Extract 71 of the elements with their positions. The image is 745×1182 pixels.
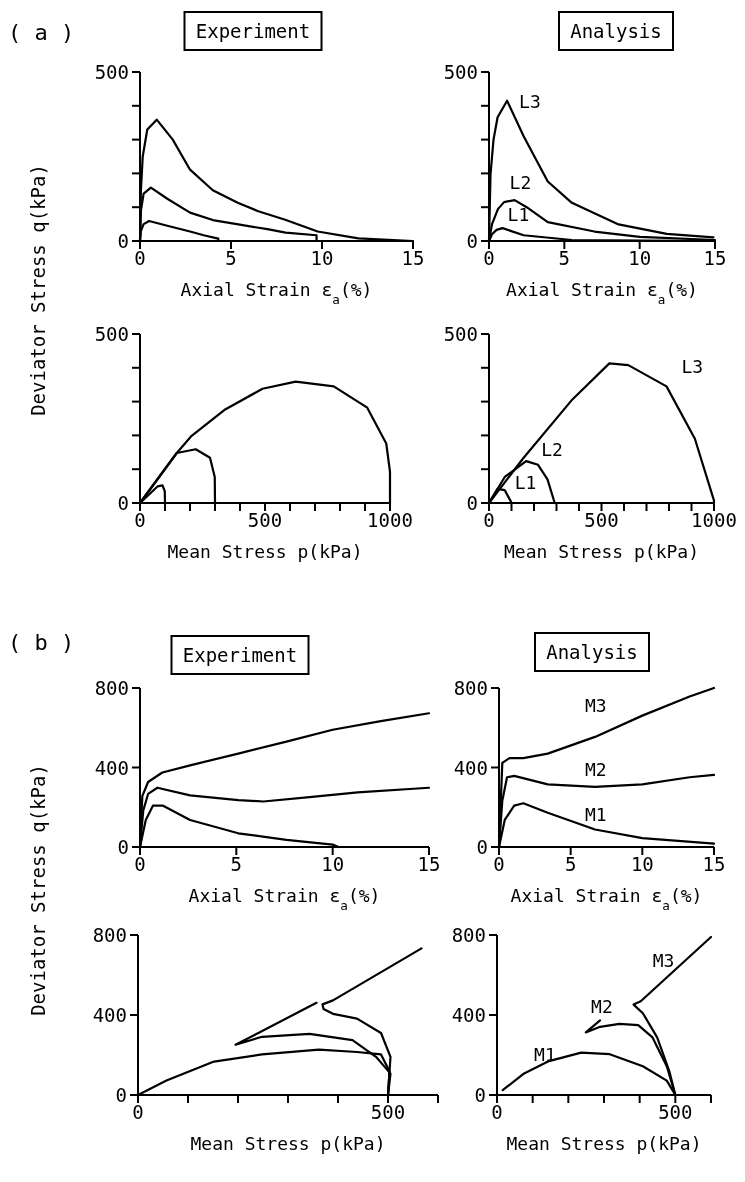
chart-title: Experiment: [182, 644, 298, 666]
chart-title: Analysis: [546, 641, 638, 663]
x-tick-label: 0: [491, 1101, 503, 1123]
y-tick-label: 500: [94, 61, 129, 83]
series-label: L2: [541, 438, 563, 460]
y-tick-label: 0: [466, 230, 478, 252]
x-tick-label: 5: [564, 853, 577, 875]
chart-title: Experiment: [195, 20, 311, 42]
series-label: L2: [509, 171, 532, 193]
x-tick-label: 5: [225, 247, 237, 269]
x-tick-label: 15: [401, 247, 425, 269]
y-tick-label: 400: [451, 1004, 486, 1026]
y-tick-label: 0: [466, 492, 478, 514]
x-tick-label: 0: [134, 509, 146, 531]
y-tick-label: 0: [117, 230, 129, 252]
y-tick-label: 400: [94, 756, 129, 779]
x-axis-title: Axial Strain ε$_{a}$(%): [510, 885, 703, 913]
x-tick-label: 10: [628, 247, 652, 269]
x-axis-title: Axial Strain ε$_{a}$(%): [188, 885, 381, 913]
x-tick-label: 15: [702, 853, 726, 875]
series-label: L3: [681, 355, 704, 377]
x-tick-label: 0: [132, 1101, 144, 1123]
y-tick-label: 800: [92, 924, 127, 946]
x-tick-label: 5: [558, 247, 571, 269]
y-tick-label: 800: [453, 677, 488, 699]
x-tick-label: 10: [310, 247, 334, 269]
series-label: L1: [507, 203, 530, 225]
x-axis-title: Mean Stress p(kPa): [167, 541, 363, 562]
x-tick-label: 0: [134, 853, 146, 875]
x-tick-label: 0: [493, 853, 505, 875]
x-tick-label: 500: [658, 1101, 693, 1123]
series-label: M3: [652, 949, 675, 971]
y-tick-label: 500: [443, 61, 478, 83]
x-axis-title: Mean Stress p(kPa): [506, 1133, 702, 1154]
x-tick-label: 5: [230, 853, 243, 875]
x-tick-label: 500: [370, 1101, 406, 1123]
x-axis-title: Axial Strain ε$_{a}$(%): [180, 279, 373, 307]
x-tick-label: 15: [703, 247, 727, 269]
series-label: M2: [591, 995, 613, 1017]
y-tick-label: 400: [92, 1004, 127, 1026]
x-tick-label: 10: [321, 853, 345, 875]
text: ( b ): [8, 630, 75, 655]
y-tick-label: 0: [474, 1084, 486, 1106]
x-axis-title: Axial Strain ε$_{a}$(%): [506, 279, 698, 307]
x-tick-label: 15: [417, 853, 441, 875]
y-axis-title: Deviator Stress q(kPa): [27, 164, 49, 416]
y-tick-label: 800: [451, 924, 486, 946]
y-tick-label: 0: [117, 836, 129, 858]
y-tick-label: 0: [115, 1084, 127, 1106]
x-tick-label: 1000: [367, 509, 413, 531]
series-label: L3: [519, 90, 541, 112]
chart-title: Analysis: [570, 20, 662, 42]
y-tick-label: 800: [94, 677, 129, 699]
y-tick-label: 400: [453, 756, 488, 779]
x-tick-label: 1000: [691, 509, 737, 531]
x-tick-label: 0: [134, 247, 146, 269]
x-axis-title: Mean Stress p(kPa): [190, 1133, 386, 1154]
x-tick-label: 500: [247, 509, 283, 531]
x-tick-label: 10: [630, 853, 654, 875]
series-label: M1: [585, 803, 607, 825]
y-tick-label: 500: [94, 323, 129, 345]
text: ( a ): [8, 20, 75, 45]
y-tick-label: 0: [476, 836, 488, 858]
y-axis-title: Deviator Stress q(kPa): [27, 764, 49, 1016]
x-axis-title: Mean Stress p(kPa): [503, 541, 700, 562]
y-tick-label: 500: [443, 323, 478, 345]
x-tick-label: 500: [584, 509, 619, 531]
y-tick-label: 0: [117, 492, 129, 514]
series-label: M3: [585, 694, 607, 716]
series-label: M2: [585, 758, 607, 780]
series-label: L1: [514, 471, 537, 493]
